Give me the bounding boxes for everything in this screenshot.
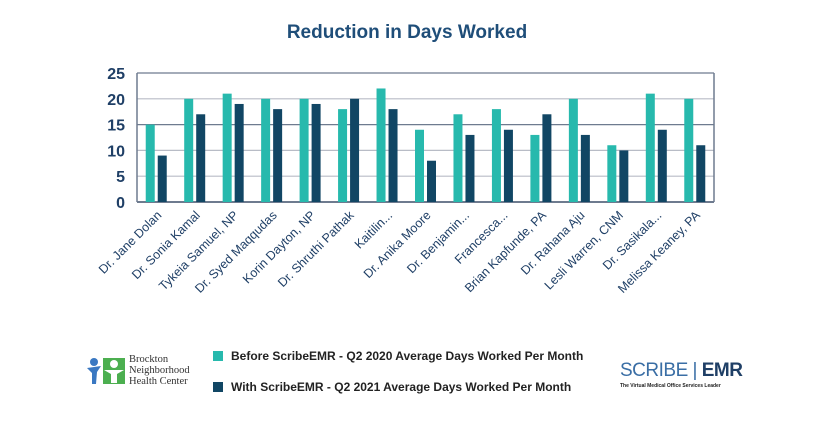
legend-label-before: Before ScribeEMR - Q2 2020 Average Days … [231,349,584,363]
legend-item-before: Before ScribeEMR - Q2 2020 Average Days … [213,349,583,363]
bar-before [299,98,309,202]
bar-before [645,93,655,202]
bar-before [222,93,232,202]
x-tick-label: Dr. Sonia Kamal [129,208,203,282]
y-tick-label: 5 [116,169,125,186]
people-icon [87,357,125,384]
brockton-logo: Brockton Neighborhood Health Center [86,354,190,387]
bar-with [503,129,513,202]
bar-before [184,98,194,202]
y-tick-label: 20 [107,92,125,109]
logo-emr: EMR [701,360,743,381]
y-tick-label: 10 [107,143,125,160]
logo-line: Health Center [129,376,188,387]
legend-swatch-with [213,382,223,392]
bar-before [338,109,348,202]
bar-before [530,134,540,202]
bar-before [684,98,694,202]
bar-with [157,155,167,202]
scribeemr-logo: SCRIBE | EMR The Virtual Medical Office … [620,360,743,389]
bar-with [234,103,244,202]
bar-with [580,134,590,202]
bar-with [657,129,667,202]
bar-with [196,114,206,202]
logo-tagline: The Virtual Medical Office Services Lead… [620,383,721,389]
bar-before [376,88,386,202]
bar-before [145,124,155,202]
y-tick-label: 25 [107,66,125,83]
bar-with [542,114,552,202]
bar-with [388,109,398,202]
bar-before [568,98,578,202]
bar-with [465,134,475,202]
logo-line: Neighborhood [129,365,190,376]
bar-with [273,109,283,202]
logo-scribe: SCRIBE [620,360,688,381]
bar-with [696,145,706,202]
bar-before [607,145,617,202]
chart-title: Reduction in Days Worked [286,22,528,43]
legend-swatch-before [213,351,223,361]
bar-before [261,98,271,202]
y-tick-label: 0 [116,195,125,212]
legend-label-with: With ScribeEMR - Q2 2021 Average Days Wo… [231,380,572,394]
bar-with [427,160,436,202]
bar-with [311,103,321,202]
bar-with [350,98,360,202]
bar-with [619,150,629,202]
bar-before [453,114,463,202]
logo-line: Brockton [129,354,169,365]
x-tick-label: Dr. Anika Moore [361,208,434,281]
bar-before [491,109,501,202]
y-tick-label: 15 [107,118,125,135]
legend-item-with: With ScribeEMR - Q2 2021 Average Days Wo… [213,380,571,394]
bar-before [415,129,424,202]
